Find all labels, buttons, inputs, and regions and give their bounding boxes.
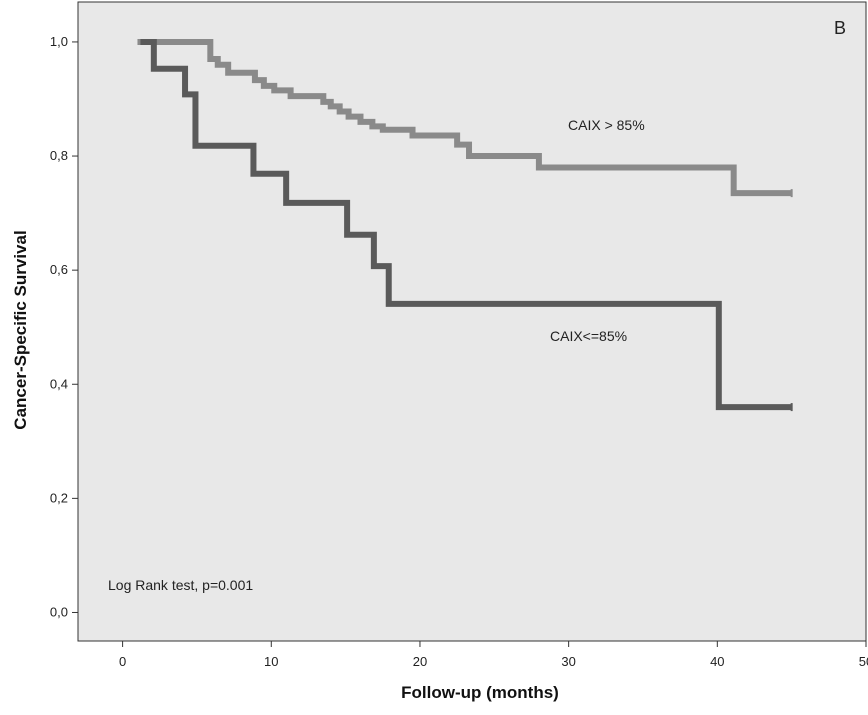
x-tick-label: 50 [859,654,868,669]
x-tick-label: 20 [413,654,427,669]
logrank-annotation: Log Rank test, p=0.001 [108,577,253,593]
x-tick-label: 10 [264,654,278,669]
panel-label: B [834,18,846,38]
x-tick-label: 40 [710,654,724,669]
y-tick-label: 0,8 [50,148,68,163]
x-axis-title: Follow-up (months) [401,683,559,702]
y-tick-label: 1,0 [50,34,68,49]
y-tick-label: 0,4 [50,376,68,391]
survival-curve-series-0 [137,38,792,197]
y-tick-label: 0,2 [50,490,68,505]
series-label-caix-low: CAIX<=85% [550,328,627,344]
y-tick-label: 0,6 [50,262,68,277]
axes-group: 0,0 0,2 0,4 0,6 0,8 1,0 0 10 20 30 40 50 [50,34,868,669]
survival-curves [137,38,793,412]
plot-area-background [77,1,867,642]
y-tick-label: 0,0 [50,604,68,619]
survival-curve-series-1 [140,38,792,411]
series-label-caix-high: CAIX > 85% [568,117,645,133]
x-tick-label: 0 [119,654,126,669]
x-tick-label: 30 [561,654,575,669]
y-axis-title: Cancer-Specific Survival [11,230,30,429]
